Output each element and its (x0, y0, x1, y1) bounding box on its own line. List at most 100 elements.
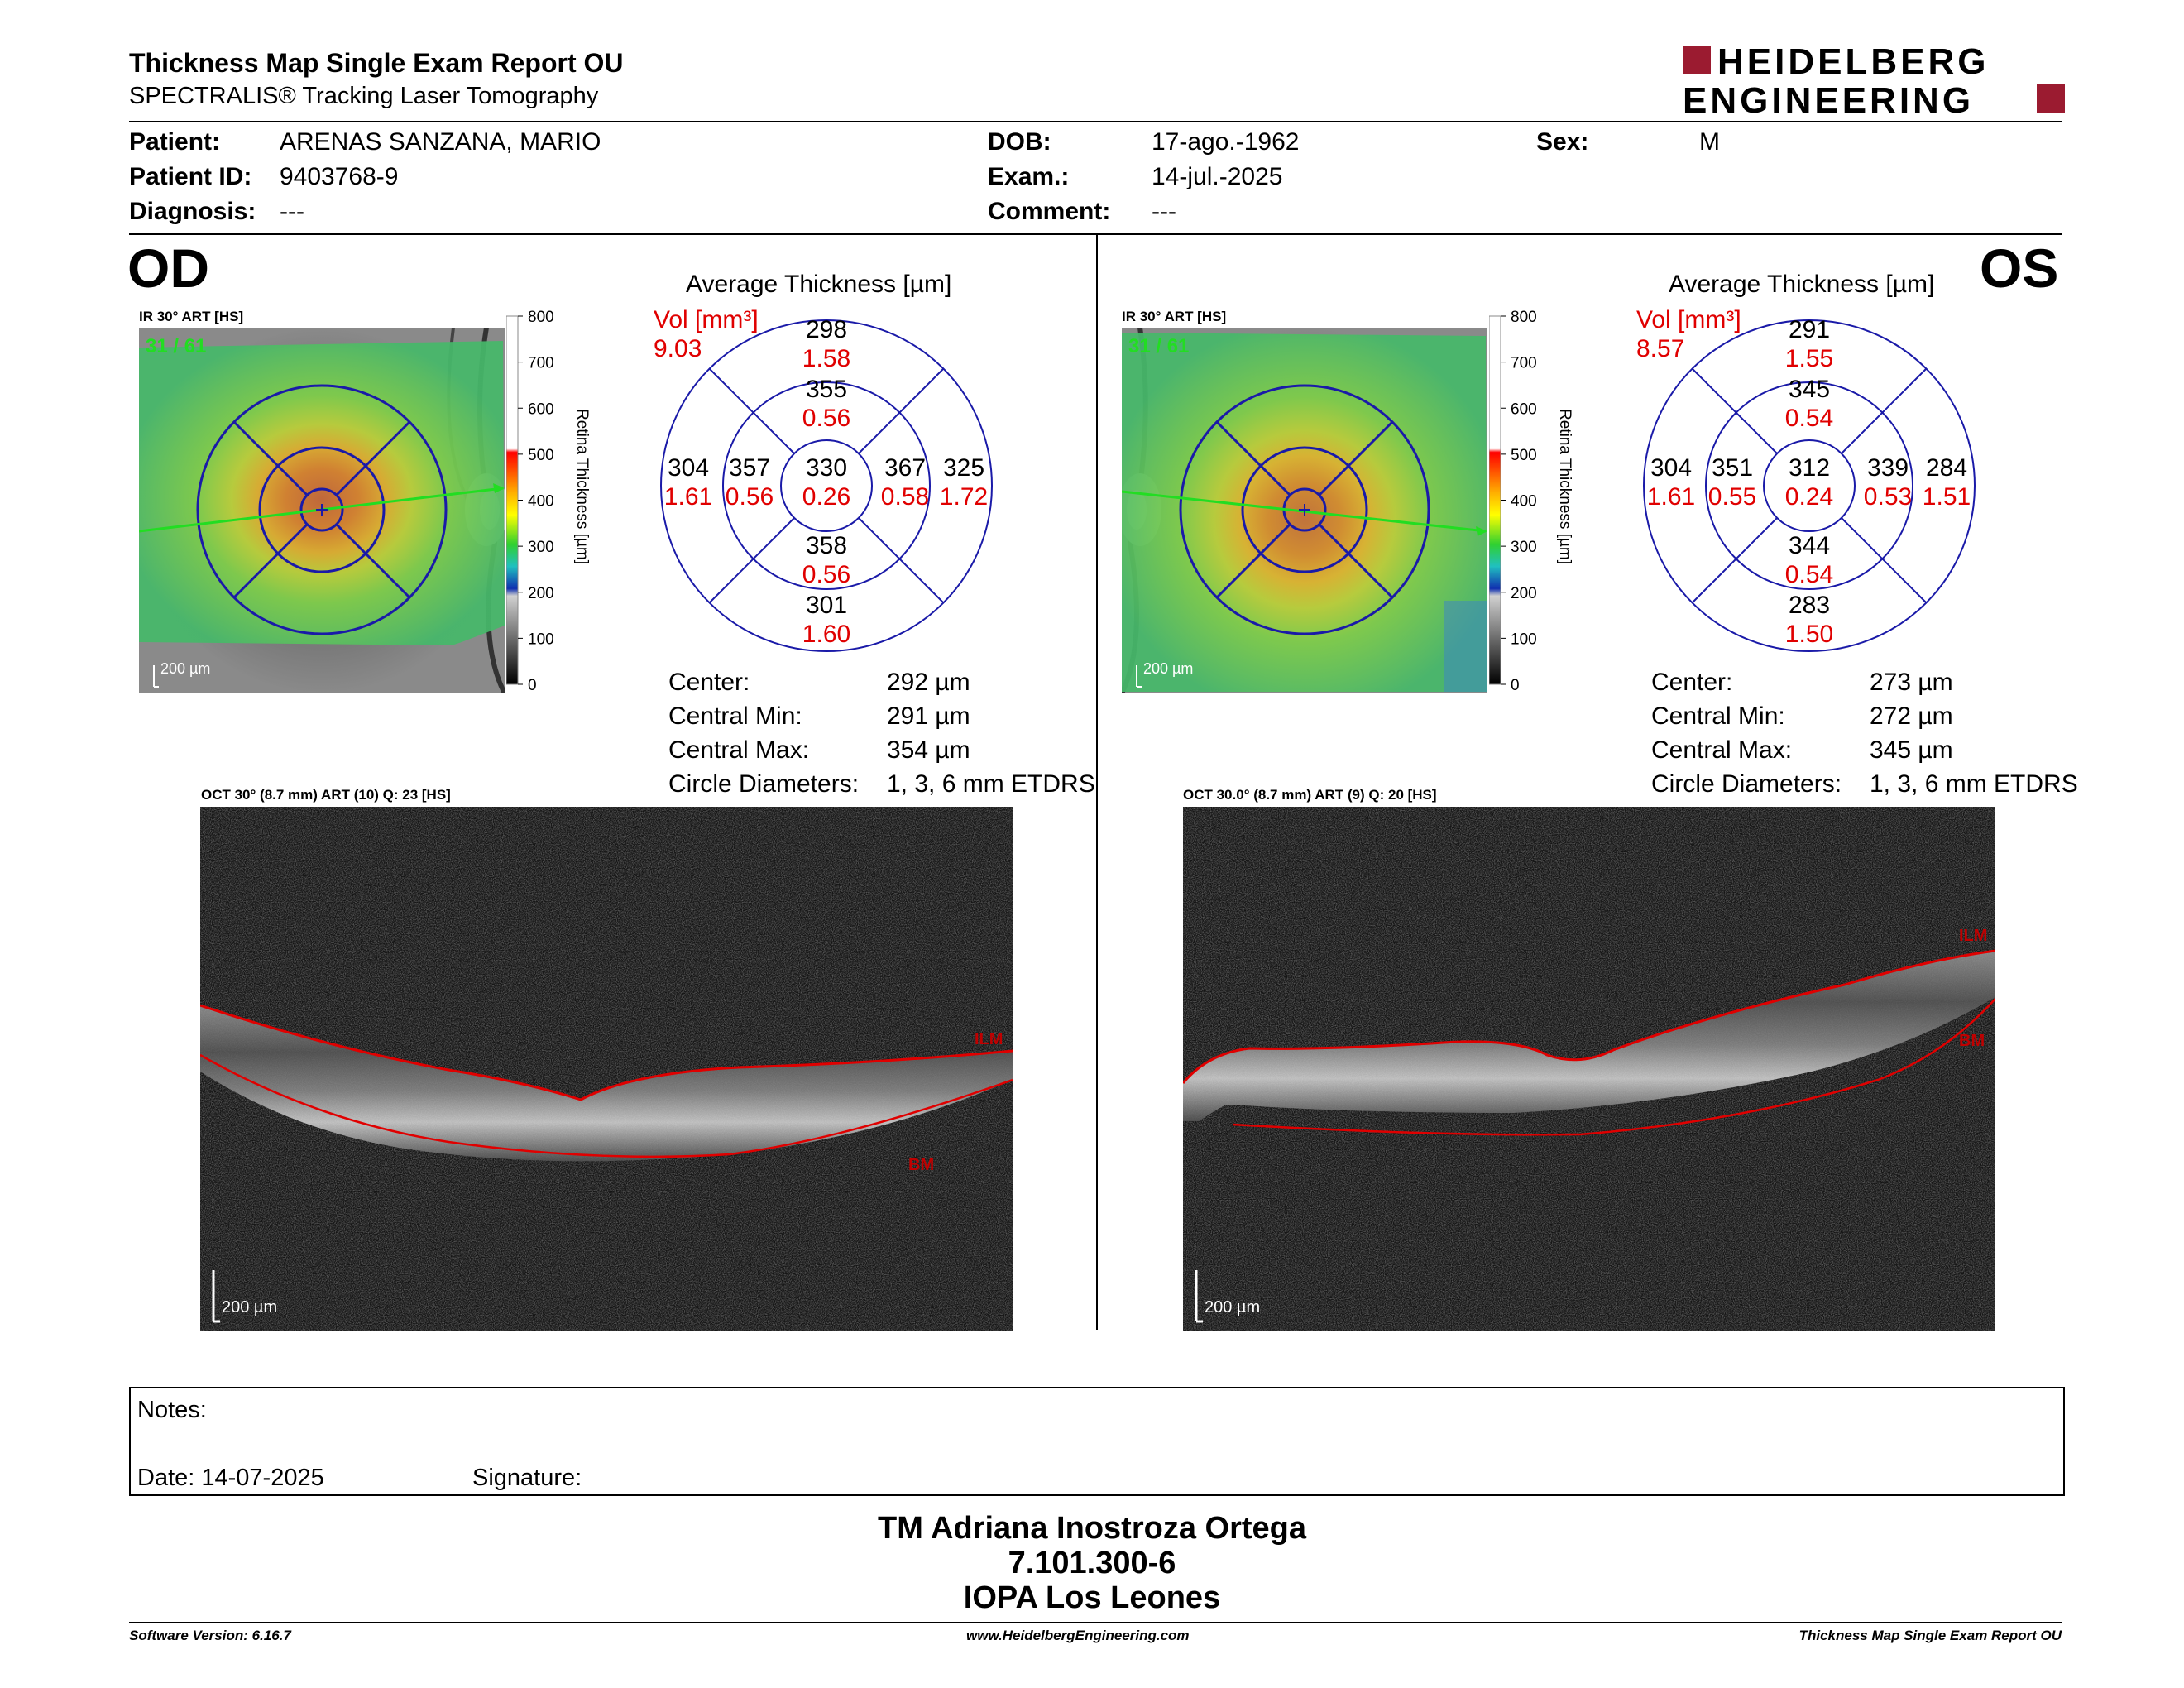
avg-thickness-title-od: Average Thickness [µm] (686, 271, 952, 298)
ilm-label-od: ILM (975, 1030, 1003, 1048)
stat-circle-diam-label-os: Circle Diameters: (1651, 770, 1842, 798)
etdrs-center-volume-os: 0.24 (1785, 483, 1833, 511)
eye-divider (1096, 235, 1098, 1330)
colorbar-tick-label-od: 500 (528, 447, 554, 464)
etdrs-inner-left-volume-od: 0.56 (726, 483, 774, 511)
bm-label-od: BM (908, 1156, 934, 1174)
report-title: Thickness Map Single Exam Report OU (129, 48, 624, 78)
colorbar-od: 800 700 600 500 400 300 200 100 0 Retina Thickne… (505, 303, 597, 700)
etdrs-outer-top-thickness-od: 298 (806, 316, 847, 343)
stat-central-max-value-od: 354 µm (887, 736, 970, 764)
etdrs-outer-top-volume-os: 1.55 (1785, 345, 1833, 372)
etdrs-outer-left-volume-od: 1.61 (664, 483, 712, 511)
stat-center-value-os: 273 µm (1870, 669, 1953, 696)
colorbar-tick-label-os: 0 (1511, 677, 1520, 694)
etdrs-inner-left-thickness-od: 357 (729, 454, 770, 482)
stat-circle-diam-value-od: 1, 3, 6 mm ETDRS (887, 770, 1095, 798)
report-subtitle: SPECTRALIS® Tracking Laser Tomography (129, 83, 599, 109)
dob-label: DOB: (988, 128, 1051, 156)
colorbar-tick-label-od: 600 (528, 400, 554, 418)
patient-label: Patient: (129, 128, 221, 156)
etdrs-grid-od: 298 1.58 355 0.56 330 0.26 357 0.56 304 … (649, 308, 1004, 664)
colorbar-tick-label-os: 800 (1511, 309, 1537, 326)
ir-label-od: IR 30° ART [HS] (139, 309, 244, 324)
stat-central-min-label-os: Central Min: (1651, 703, 1785, 730)
colorbar-tick-label-os: 700 (1511, 355, 1537, 372)
eye-label-os: OS (1980, 237, 2059, 299)
etdrs-inner-top-thickness-os: 345 (1789, 376, 1830, 403)
colorbar-tick-label-os: 300 (1511, 539, 1537, 556)
etdrs-outer-bottom-thickness-od: 301 (806, 592, 847, 619)
oct-scale-od: 200 µm (222, 1298, 277, 1316)
art-count-od: 31 / 61 (146, 335, 206, 357)
patient-rule (129, 233, 2062, 235)
etdrs-inner-top-thickness-od: 355 (806, 376, 847, 403)
etdrs-outer-top-volume-od: 1.58 (802, 345, 850, 372)
notes-box[interactable]: Notes: Date: 14-07-2025 Signature: (129, 1387, 2065, 1496)
ilm-label-os: ILM (1959, 927, 1987, 945)
colorbar-title-os: Retina Thickness [µm] (1556, 409, 1573, 564)
footer-report-title: Thickness Map Single Exam Report OU (1798, 1628, 2062, 1643)
etdrs-inner-bottom-volume-od: 0.56 (802, 561, 850, 588)
colorbar-tick-label-os: 500 (1511, 447, 1537, 464)
stat-circle-diam-label-od: Circle Diameters: (668, 770, 860, 798)
etdrs-outer-bottom-volume-os: 1.50 (1785, 621, 1833, 648)
colorbar-tick-label-os: 600 (1511, 400, 1537, 418)
etdrs-outer-bottom-thickness-os: 283 (1789, 592, 1830, 619)
notes-label: Notes: (137, 1397, 207, 1423)
art-count-os: 31 / 61 (1128, 335, 1189, 357)
fundus-image-od: 31 / 61 200 µm (138, 327, 508, 695)
colorbar-os: 800 700 600 500 400 300 200 100 0 Retina Thickne… (1488, 303, 1580, 700)
oct-scan-os: ILM BM 200 µm (1181, 807, 1996, 1331)
colorbar-tick-label-os: 100 (1511, 631, 1537, 648)
vol-label-od: Vol [mm³] (654, 306, 759, 333)
software-version: Software Version: 6.16.7 (129, 1628, 291, 1643)
signature-id: 7.101.300-6 (1008, 1546, 1176, 1580)
stat-central-max-value-os: 345 µm (1870, 736, 1953, 764)
colorbar-tick-label-od: 700 (528, 355, 554, 372)
stat-central-min-value-os: 272 µm (1870, 703, 1953, 730)
patient-value: ARENAS SANZANA, MARIO (280, 128, 601, 156)
footer-rule (129, 1622, 2062, 1623)
oct-scan-od: ILM BM 200 µm (199, 807, 1013, 1331)
heidelberg-logo: HEIDELBERG ENGINEERING (1679, 41, 2068, 121)
etdrs-center-thickness-os: 312 (1789, 454, 1830, 482)
patient-id-label: Patient ID: (129, 163, 252, 190)
colorbar-tick-label-od: 300 (528, 539, 554, 556)
ir-label-os: IR 30° ART [HS] (1122, 309, 1227, 324)
etdrs-outer-left-thickness-os: 304 (1650, 454, 1692, 482)
stat-center-label-os: Center: (1651, 669, 1733, 696)
notes-date: Date: 14-07-2025 (137, 1465, 324, 1491)
patient-id-value: 9403768-9 (280, 163, 399, 190)
etdrs-inner-top-volume-os: 0.54 (1785, 405, 1833, 432)
brand-line1: HEIDELBERG (1717, 43, 1989, 82)
brand-line2: ENGINEERING (1683, 80, 1974, 117)
etdrs-outer-top-thickness-os: 291 (1789, 316, 1830, 343)
colorbar-tick-label-od: 800 (528, 309, 554, 326)
diagnosis-value: --- (280, 198, 304, 225)
comment-value: --- (1152, 198, 1176, 225)
etdrs-inner-right-volume-od: 0.58 (881, 483, 929, 511)
etdrs-outer-left-volume-os: 1.61 (1647, 483, 1695, 511)
comment-label: Comment: (988, 198, 1111, 225)
etdrs-outer-right-thickness-od: 325 (943, 454, 984, 482)
stat-circle-diam-value-os: 1, 3, 6 mm ETDRS (1870, 770, 2078, 798)
etdrs-center-thickness-od: 330 (806, 454, 847, 482)
colorbar-tick-label-od: 100 (528, 631, 554, 648)
etdrs-center-volume-od: 0.26 (802, 483, 850, 511)
fundus-image-os: 31 / 61 200 µm (1118, 327, 1487, 695)
etdrs-outer-right-volume-od: 1.72 (940, 483, 988, 511)
colorbar-title-od: Retina Thickness [µm] (573, 409, 591, 564)
oct-label-od: OCT 30° (8.7 mm) ART (10) Q: 23 [HS] (201, 787, 451, 803)
etdrs-inner-bottom-thickness-os: 344 (1789, 532, 1830, 559)
etdrs-outer-right-thickness-os: 284 (1926, 454, 1967, 482)
website-link[interactable]: www.HeidelbergEngineering.com (966, 1628, 1190, 1643)
etdrs-outer-bottom-volume-od: 1.60 (802, 621, 850, 648)
signature-name: TM Adriana Inostroza Ortega (878, 1511, 1306, 1546)
colorbar-tick-label-os: 400 (1511, 493, 1537, 511)
etdrs-grid-os: 291 1.55 345 0.54 312 0.24 351 0.55 304 … (1631, 308, 1987, 664)
diagnosis-label: Diagnosis: (129, 198, 256, 225)
signature-label: Signature: (472, 1465, 582, 1491)
exam-value: 14-jul.-2025 (1152, 163, 1283, 190)
sex-label: Sex: (1536, 128, 1589, 156)
